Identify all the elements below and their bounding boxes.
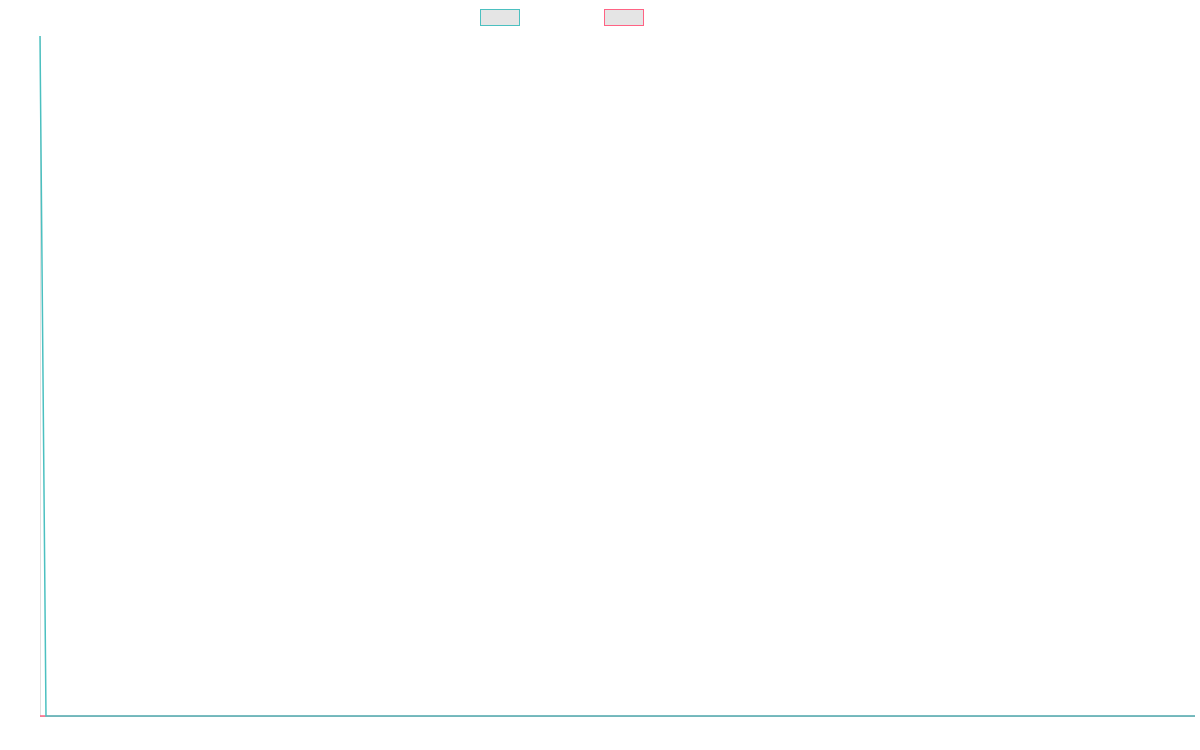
series-line-0 bbox=[39, 35, 1195, 717]
legend-swatch-0[interactable] bbox=[480, 9, 520, 26]
legend bbox=[480, 9, 644, 26]
legend-swatch-1[interactable] bbox=[604, 9, 644, 26]
